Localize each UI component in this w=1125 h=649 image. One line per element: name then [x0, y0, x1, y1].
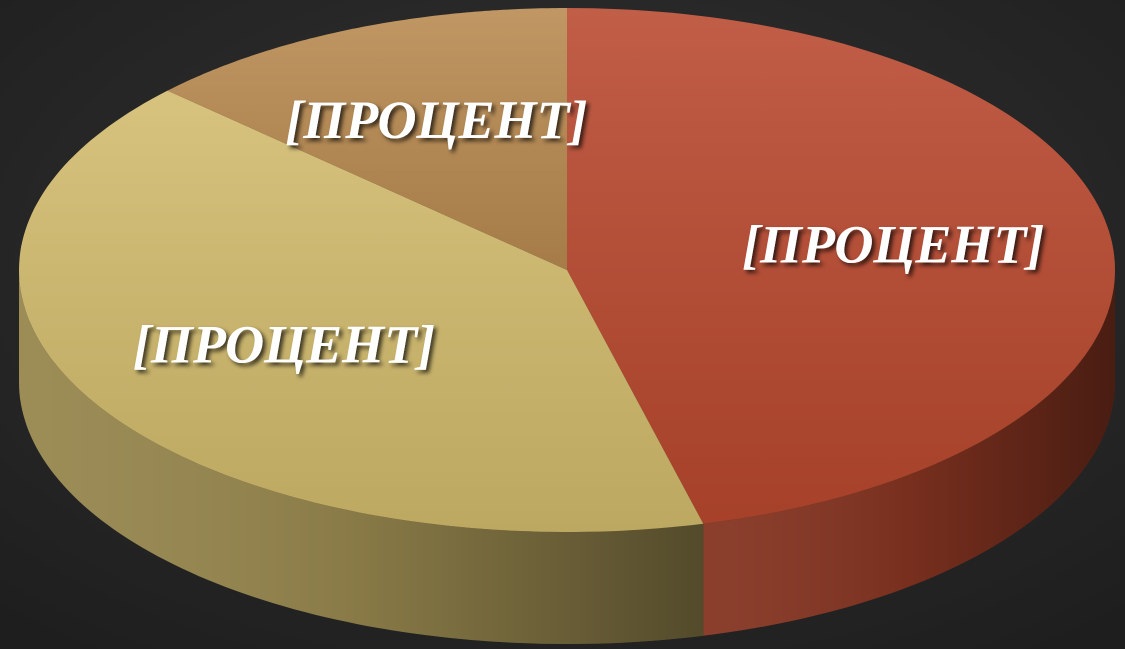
data-label: [ПРОЦЕНТ] — [133, 314, 435, 374]
slice-shine — [567, 8, 1115, 524]
pie-sides — [19, 268, 1115, 644]
side-shade — [703, 268, 1115, 636]
data-label: [ПРОЦЕНТ] — [742, 215, 1044, 275]
slice-shine — [19, 90, 704, 532]
data-label: [ПРОЦЕНТ] — [285, 90, 587, 150]
pie-top — [19, 8, 1115, 532]
data-labels: [ПРОЦЕНТ] [ПРОЦЕНТ] [ПРОЦЕНТ] — [133, 90, 1044, 374]
slice-shine — [167, 8, 567, 270]
side-shade — [19, 269, 704, 644]
